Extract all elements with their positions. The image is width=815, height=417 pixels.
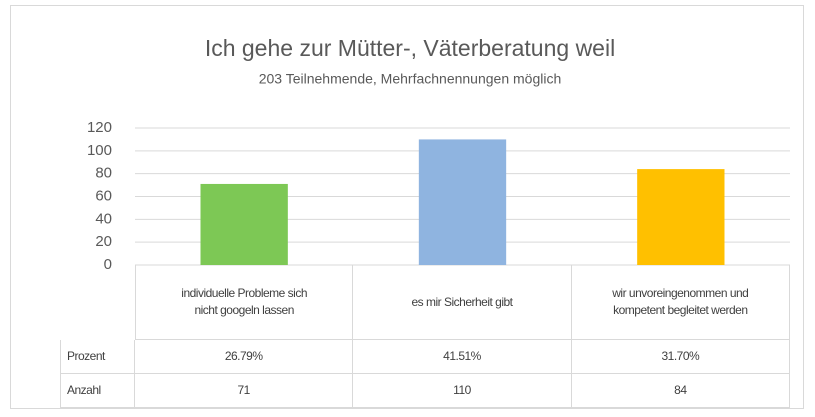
table-cell: 31.70% xyxy=(571,340,790,374)
y-tick-label: 40 xyxy=(95,210,112,227)
y-tick-label: 120 xyxy=(87,119,112,136)
bar xyxy=(637,169,725,265)
category-label: individuelle Probleme sich nicht googeln… xyxy=(135,265,354,340)
y-tick-label: 80 xyxy=(95,165,112,182)
bar xyxy=(200,183,288,265)
table-cell: 110 xyxy=(353,374,572,408)
chart-title: Ich gehe zur Mütter-, Väterberatung weil xyxy=(205,35,615,61)
row-label: Prozent xyxy=(60,340,135,374)
y-tick-label: 20 xyxy=(95,233,112,250)
category-label: es mir Sicherheit gibt xyxy=(353,265,572,340)
category-label: wir unvoreingenommen und kompetent begle… xyxy=(571,265,790,340)
chart-subtitle: 203 Teilnehmende, Mehrfachnennungen mögl… xyxy=(259,71,562,87)
chart-frame xyxy=(10,5,804,409)
y-tick-label: 60 xyxy=(95,187,112,204)
y-tick-label: 0 xyxy=(104,256,112,273)
bar xyxy=(418,139,507,265)
y-tick-label: 100 xyxy=(87,142,112,159)
table-cell: 41.51% xyxy=(353,340,572,374)
table-cell: 84 xyxy=(571,374,790,408)
table-cell: 71 xyxy=(135,374,354,408)
row-label: Anzahl xyxy=(60,374,135,408)
table-cell: 26.79% xyxy=(135,340,354,374)
